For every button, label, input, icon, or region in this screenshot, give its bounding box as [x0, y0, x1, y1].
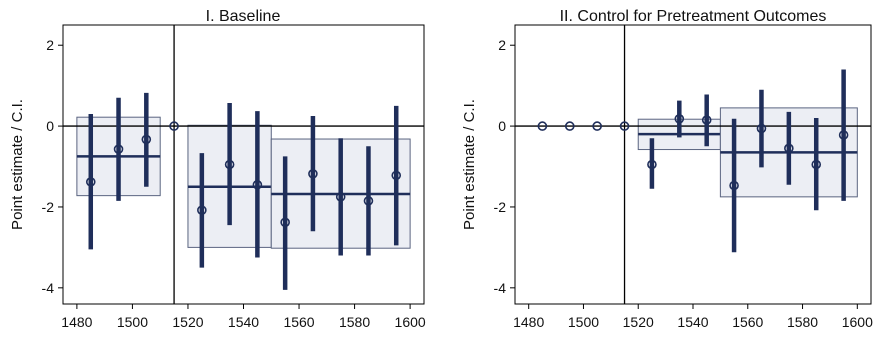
point-estimate	[113, 144, 124, 154]
y-tick-label: -2	[494, 199, 507, 215]
y-tick-label: -4	[494, 280, 507, 296]
y-tick-label: -4	[42, 280, 55, 296]
y-tick-label: -2	[42, 199, 55, 215]
point-estimate	[838, 130, 849, 140]
point-estimate	[647, 159, 657, 170]
x-tick-label: 1520	[172, 314, 203, 330]
x-tick-label: 1540	[228, 314, 259, 330]
x-tick-label: 1500	[568, 314, 599, 330]
x-tick-label: 1560	[283, 314, 314, 330]
point-estimate	[784, 143, 794, 154]
x-tick-label: 1600	[395, 314, 426, 330]
y-tick-label: 0	[498, 118, 506, 134]
point-estimate	[335, 192, 346, 202]
point-estimate	[85, 177, 96, 187]
point-estimate	[252, 179, 263, 190]
x-tick-label: 1500	[117, 314, 148, 330]
y-axis-label: Point estimate / C.I.	[461, 99, 478, 230]
point-estimate	[592, 121, 602, 131]
point-estimate	[224, 159, 235, 170]
point-estimate	[363, 196, 374, 206]
point-estimate	[701, 115, 712, 125]
panel-2: II. Control for Pretreatment Outcomes Poi…	[461, 8, 873, 330]
point-estimate	[141, 134, 152, 145]
x-tick-label: 1520	[623, 314, 654, 330]
y-axis-label: Point estimate / C.I.	[9, 99, 26, 230]
point-estimate	[811, 159, 822, 170]
point-estimate	[169, 121, 179, 131]
x-tick-label: 1580	[787, 314, 818, 330]
point-estimate	[564, 121, 575, 131]
point-estimate	[619, 121, 630, 131]
x-tick-label: 1600	[842, 314, 873, 330]
panel-title: I. Baseline	[206, 8, 281, 25]
y-tick-label: 0	[46, 118, 54, 134]
x-tick-label: 1560	[732, 314, 763, 330]
point-estimate	[756, 123, 767, 134]
point-estimate	[537, 121, 548, 131]
point-estimate	[197, 205, 207, 215]
x-tick-label: 1580	[339, 314, 370, 330]
y-tick-label: 2	[498, 37, 506, 53]
point-estimate	[280, 217, 290, 228]
panel-1: I. Baseline Point estimate / C.I. 2 0 -2 -4 14…	[9, 8, 426, 330]
x-tick-label: 1480	[513, 314, 544, 330]
point-estimate	[729, 180, 739, 191]
point-estimate	[308, 169, 318, 179]
point-estimate	[391, 170, 402, 181]
panel-title: II. Control for Pretreatment Outcomes	[560, 8, 827, 25]
x-tick-label: 1480	[61, 314, 92, 330]
point-estimate	[674, 114, 685, 124]
y-tick-label: 2	[46, 37, 54, 53]
x-tick-label: 1540	[677, 314, 708, 330]
